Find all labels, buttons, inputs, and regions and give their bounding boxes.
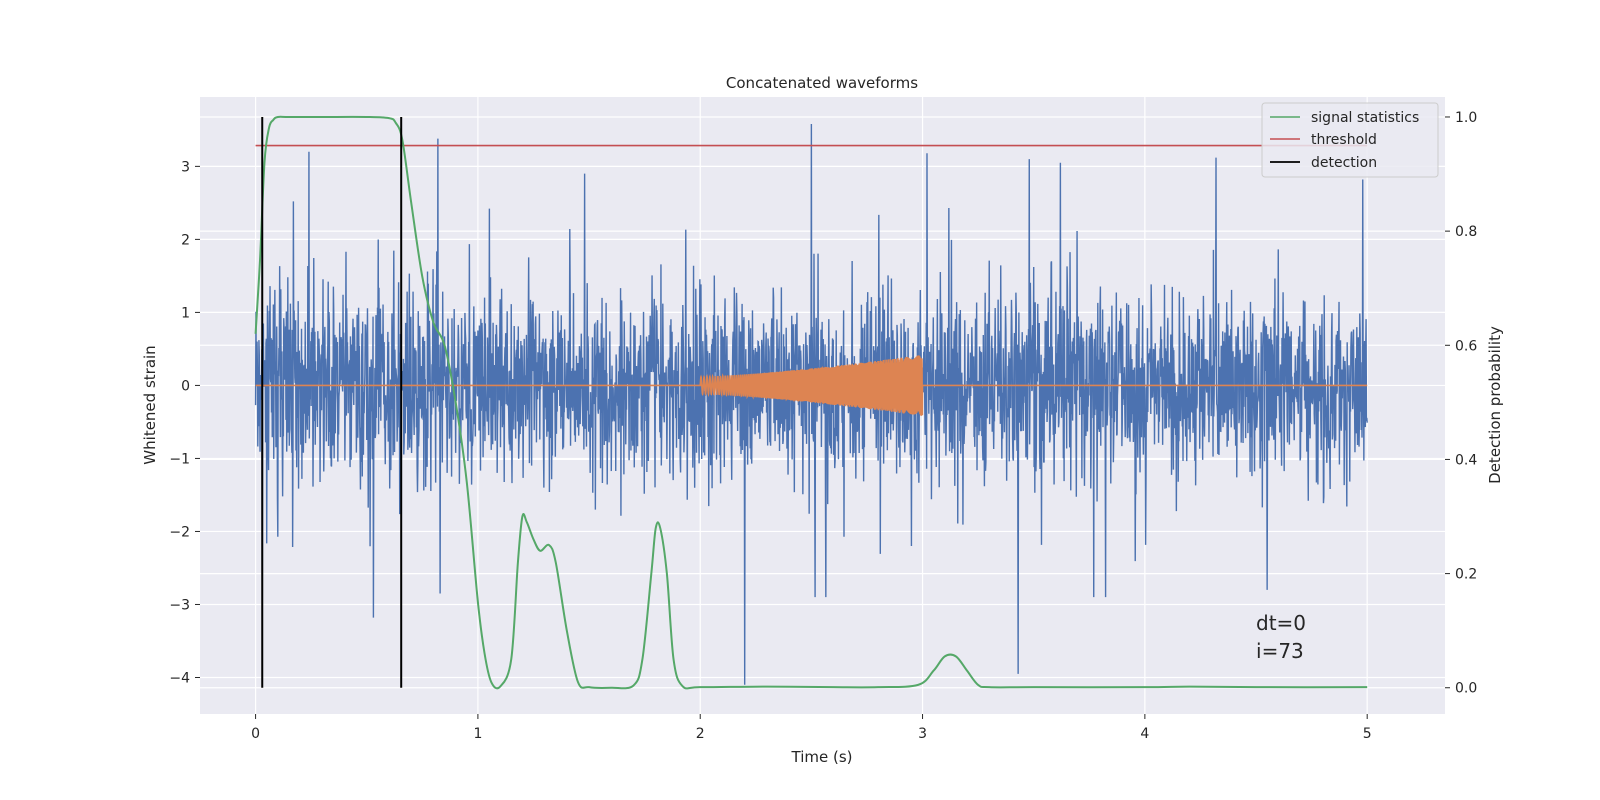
y-tick-label: 3 — [181, 159, 190, 175]
y2-tick-label: 0.0 — [1455, 681, 1477, 697]
chart-title: Concatenated waveforms — [726, 74, 918, 92]
x-tick-label: 1 — [473, 726, 482, 742]
legend-box — [1261, 102, 1439, 178]
y-tick-label: −2 — [169, 524, 190, 540]
y-tick-label: 1 — [181, 305, 190, 321]
y2-tick-label: 0.6 — [1455, 338, 1477, 354]
x-axis-title: Time (s) — [791, 748, 853, 766]
plot-layer — [254, 115, 1368, 690]
y-tick-label: 0 — [181, 378, 190, 394]
annotation-text: i=73 — [1256, 639, 1304, 663]
legend-label-detection: detection — [1311, 155, 1377, 171]
y2-tick-label: 0.4 — [1455, 452, 1477, 468]
y-tick-label: −4 — [169, 670, 190, 686]
y2-tick-label: 1.0 — [1455, 110, 1477, 126]
strain-series — [254, 124, 1368, 685]
y2-axis-title: Detection probability — [1486, 326, 1504, 484]
x-tick-label: 2 — [696, 726, 705, 742]
injection-series — [699, 355, 924, 416]
y-tick-label: 2 — [181, 232, 190, 248]
ticks: 0 1 2 3 4 5 −4 −3 −2 −1 0 1 2 3 0.0 0.2 0.4 0.6 0.8 1.0 — [169, 110, 1477, 742]
legend: signal statistics threshold detection — [1261, 102, 1439, 178]
annotation-text: dt=0 — [1256, 611, 1306, 635]
y-tick-label: −1 — [169, 451, 190, 467]
y-axis-title: Whitened strain — [141, 345, 159, 464]
legend-label-threshold: threshold — [1311, 132, 1377, 148]
y-tick-label: −3 — [169, 597, 190, 613]
x-tick-label: 3 — [918, 726, 927, 742]
x-tick-label: 5 — [1363, 726, 1372, 742]
signal-statistics-series — [254, 115, 1368, 690]
x-tick-label: 4 — [1140, 726, 1149, 742]
x-tick-label: 0 — [251, 726, 260, 742]
y2-tick-label: 0.2 — [1455, 567, 1477, 583]
y2-tick-label: 0.8 — [1455, 224, 1477, 240]
annotations: dt=0 i=73 — [1256, 611, 1306, 663]
legend-label-signal: signal statistics — [1311, 110, 1419, 126]
